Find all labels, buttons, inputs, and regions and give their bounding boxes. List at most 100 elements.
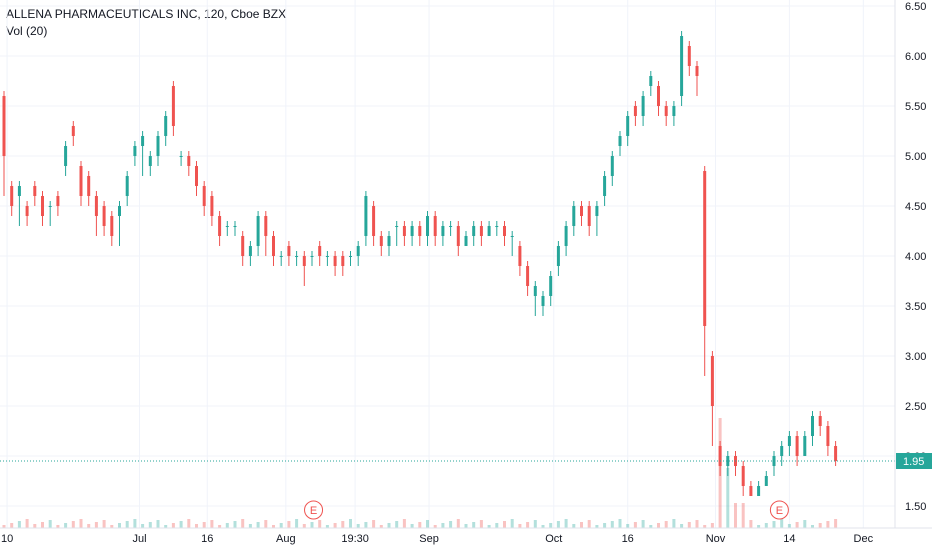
volume-bar — [456, 519, 460, 528]
candle-body — [187, 156, 191, 166]
volume-bar — [533, 520, 537, 528]
candle-body — [503, 226, 506, 236]
candle-body — [325, 256, 329, 257]
candle-body — [657, 86, 660, 106]
volume-bar — [318, 520, 322, 528]
candle-body — [464, 236, 468, 246]
volume-bar — [549, 523, 553, 528]
volume-bar — [749, 520, 753, 528]
candle-body — [426, 216, 429, 236]
volume-bar — [133, 519, 137, 528]
volume-bar — [71, 521, 75, 528]
earnings-label: E — [310, 505, 317, 517]
x-tick-label: Jul — [132, 533, 146, 545]
volume-bar — [657, 523, 660, 528]
volume-bar — [641, 520, 645, 528]
candle-body — [795, 436, 799, 456]
candle-body — [649, 76, 653, 86]
volume-bar — [441, 523, 445, 528]
candle-body — [803, 436, 807, 456]
volume-bar — [395, 521, 399, 528]
volume-bar — [387, 523, 391, 528]
candle-body — [818, 416, 822, 426]
volume-bar — [87, 524, 91, 528]
volume-bar — [225, 523, 229, 528]
candle-body — [372, 206, 376, 236]
volume-bar — [757, 525, 761, 528]
candle-body — [718, 446, 722, 466]
volume-bar — [487, 525, 491, 528]
volume-bar — [94, 522, 98, 528]
candle-body — [495, 226, 499, 227]
candle-body — [287, 246, 291, 256]
candle-body — [210, 196, 214, 216]
volume-bar — [333, 523, 337, 528]
volume-bar — [787, 524, 791, 528]
volume-bar — [672, 519, 676, 528]
volume-bar — [610, 521, 614, 528]
volume-bar — [664, 521, 668, 528]
y-tick-label: 4.00 — [905, 251, 926, 263]
volume-bar — [695, 520, 699, 528]
candle-body — [225, 226, 229, 227]
candle-body — [487, 226, 491, 236]
candle-body — [94, 196, 98, 216]
candle-body — [349, 256, 352, 257]
volume-bar — [426, 520, 429, 528]
candle-body — [672, 106, 676, 116]
volume-bar — [518, 524, 522, 528]
earnings-circle — [769, 500, 789, 520]
volume-bar — [141, 524, 145, 528]
candle-body — [680, 36, 684, 96]
candle-body — [549, 276, 553, 296]
candle-body — [626, 116, 630, 136]
candle-body — [25, 206, 29, 216]
volume-bar — [464, 524, 468, 528]
volume-bar — [10, 523, 14, 528]
candle-body — [479, 226, 483, 236]
x-tick-label: Nov — [706, 533, 726, 545]
volume-bar — [102, 520, 106, 528]
candle-body — [118, 206, 121, 216]
y-tick-label: 5.00 — [905, 151, 926, 163]
volume-bar — [202, 522, 206, 528]
candle-body — [764, 476, 768, 486]
volume-bar — [595, 525, 599, 528]
volume-bar — [272, 525, 275, 528]
volume-bar — [633, 522, 637, 528]
volume-bar — [541, 525, 545, 528]
volume-bar — [287, 521, 291, 528]
candle-body — [603, 176, 607, 196]
volume-bar — [587, 520, 591, 528]
candle-body — [110, 216, 114, 236]
earnings-marker: E — [304, 500, 324, 520]
volume-bar — [649, 525, 653, 528]
candle-body — [811, 416, 814, 436]
volume-bar — [503, 521, 506, 528]
volume-bar — [718, 418, 722, 528]
candle-body — [780, 446, 784, 456]
volume-bar — [118, 523, 121, 528]
candle-body — [41, 196, 44, 216]
candle-body — [610, 156, 614, 176]
volume-bar — [687, 522, 691, 528]
volume-bar — [472, 522, 476, 528]
candle-body — [148, 156, 152, 166]
volume-bar — [148, 522, 152, 528]
volume-bar — [356, 524, 360, 528]
volume-bar — [572, 524, 576, 528]
grid — [0, 0, 895, 528]
candle-body — [641, 96, 645, 116]
volume-bar — [210, 520, 214, 528]
volume-bar — [302, 524, 306, 528]
candle-body — [364, 196, 368, 236]
candle-body — [56, 196, 60, 206]
volume-bar — [218, 525, 222, 528]
volume-bar — [25, 519, 29, 528]
candle-body — [71, 126, 75, 136]
candle-body — [472, 226, 476, 236]
volume-bar — [564, 519, 568, 528]
volume-bar — [79, 519, 83, 528]
earnings-label: E — [776, 505, 783, 517]
